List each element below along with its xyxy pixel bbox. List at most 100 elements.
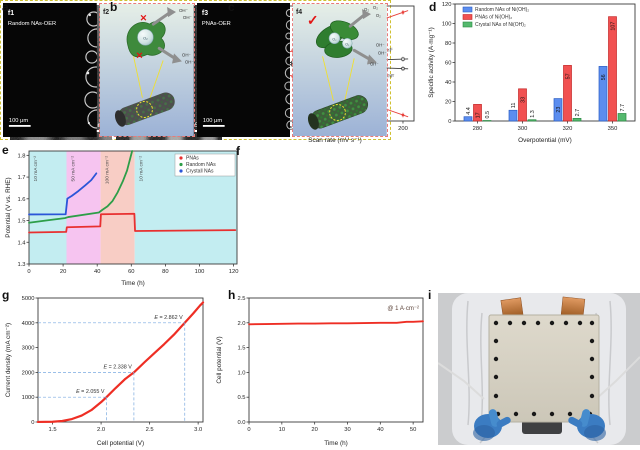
panel-label-c: c (228, 0, 235, 14)
svg-text:30: 30 (344, 427, 350, 433)
svg-text:10: 10 (279, 427, 285, 433)
f3-title: PNAs-OER (201, 21, 230, 27)
svg-text:300: 300 (518, 126, 528, 132)
chart-polarization-curve: 1.5 2.0 2.5 3.0 0 1000 2000 3000 4000 5000 Cell po… (2, 291, 212, 448)
bubble-1 (329, 32, 341, 45)
zoom-line-right (148, 60, 164, 100)
schematic-pnas: ✓ O₂ O₂ O₂ O₂ O₂ OH⁻ OH⁻ OH⁻ (292, 3, 388, 137)
f4-o2-bubble1: O₂ (333, 37, 338, 41)
bubble-2 (342, 38, 353, 49)
f2-oh-top1: OH⁻ (179, 8, 188, 13)
svg-text:0.0: 0.0 (237, 420, 245, 426)
svg-text:0: 0 (31, 420, 34, 426)
svg-text:1.3: 1.3 (17, 262, 25, 268)
svg-text:40: 40 (377, 427, 383, 433)
f4-oh-2: OH⁻ (378, 50, 387, 55)
svg-text:Current density (mA cm⁻²): Current density (mA cm⁻²) (5, 323, 12, 397)
svg-text:Cell potential (V): Cell potential (V) (97, 440, 144, 447)
trapped-bubble (137, 28, 154, 46)
svg-text:Time (h): Time (h) (324, 440, 348, 447)
zoom-line-left (322, 56, 335, 101)
panel-label-i: i (428, 288, 432, 302)
svg-text:33: 33 (521, 97, 527, 103)
oh-arrow (352, 48, 372, 61)
svg-text:200: 200 (398, 126, 408, 132)
glove-left (473, 409, 511, 441)
oh-arrow-mid (157, 46, 177, 60)
chart-specific-activity: 280 300 320 350 0 20 40 60 80 100 120 Overpotential… (425, 0, 640, 145)
svg-text:0: 0 (27, 269, 30, 275)
panel-label-d: d (429, 0, 437, 14)
electrode-rod (308, 95, 369, 130)
svg-text:20: 20 (445, 100, 451, 106)
svg-text:2000: 2000 (22, 370, 35, 376)
svg-text:Crystall NAs: Crystall NAs (186, 169, 214, 175)
svg-text:40: 40 (94, 269, 100, 275)
f4-o2-bubble2: O₂ (346, 42, 351, 46)
f4-o2-1: O₂ (364, 7, 369, 12)
zoom-line-right (344, 58, 355, 103)
svg-text:Random NAs: Random NAs (186, 162, 216, 168)
panel-label-b: b (110, 0, 118, 14)
svg-text:0.5: 0.5 (237, 395, 245, 401)
svg-text:57: 57 (566, 73, 572, 79)
panel-label-f: f (236, 144, 240, 158)
svg-text:PNAs: PNAs (186, 156, 199, 162)
svg-text:40: 40 (445, 80, 451, 86)
f4-oh-3: OH⁻ (370, 61, 379, 66)
f4-o2-3: O₂ (376, 13, 381, 18)
svg-text:1.8: 1.8 (17, 153, 25, 159)
svg-text:23: 23 (556, 107, 562, 113)
contact-image-pnas: f3 PNAs-OER 100 μm (196, 3, 291, 137)
svg-text:2.5: 2.5 (237, 296, 245, 302)
bolts (493, 320, 595, 417)
svg-text:PNAs of Ni(OH)₂: PNAs of Ni(OH)₂ (475, 15, 512, 21)
svg-text:2.5: 2.5 (146, 427, 154, 433)
svg-text:3.0: 3.0 (194, 427, 202, 433)
svg-text:3000: 3000 (22, 346, 35, 352)
svg-text:0.5: 0.5 (485, 111, 491, 119)
svg-text:0: 0 (448, 119, 451, 125)
f2-oh-mid2: OH⁻ (185, 59, 194, 64)
panel-label-e: e (2, 143, 9, 157)
svg-text:1.6: 1.6 (17, 197, 25, 203)
chart-chronopotentiometry: 0 20 40 60 80 100 120 1.3 1.4 1.5 1.6 1.7 1.8 Time (h… (2, 146, 244, 288)
electrolyzer-photo (438, 293, 640, 445)
svg-text:Overpotential (mV): Overpotential (mV) (518, 137, 572, 144)
svg-text:2.0: 2.0 (237, 321, 245, 327)
f4-oh-1: OH⁻ (376, 42, 385, 47)
zoom-line-left (132, 56, 143, 98)
svg-text:20: 20 (311, 427, 317, 433)
oh-arrow-top (151, 11, 171, 26)
svg-text:Time (h): Time (h) (121, 280, 145, 287)
svg-text:350: 350 (608, 126, 618, 132)
svg-text:10 mA cm⁻²: 10 mA cm⁻² (33, 156, 39, 182)
svg-text:Cell potential (V): Cell potential (V) (216, 336, 223, 383)
svg-text:50: 50 (410, 427, 416, 433)
svg-text:5000: 5000 (22, 296, 35, 302)
svg-text:1.5: 1.5 (237, 346, 245, 352)
svg-text:7.7: 7.7 (620, 104, 626, 112)
f3-scalebar (202, 125, 225, 127)
f3-id: f3 (201, 10, 207, 17)
svg-text:120: 120 (229, 269, 239, 275)
svg-text:Scan rate (mV s⁻¹): Scan rate (mV s⁻¹) (308, 137, 361, 144)
chart-stability: 0 10 20 30 40 50 0.0 0.5 1.0 1.5 2.0 2.5 Time (h) Cel… (213, 291, 432, 448)
blocked-x-mid: ✕ (136, 50, 143, 60)
f2-oh-mid1: OH⁻ (182, 52, 191, 57)
svg-text:1000: 1000 (22, 395, 35, 401)
panel-label-h: h (228, 288, 236, 302)
glove-right (568, 409, 606, 441)
f1-scalebar-label: 100 μm (9, 118, 28, 124)
svg-text:1.5: 1.5 (17, 219, 25, 225)
svg-text:1.5: 1.5 (49, 427, 57, 433)
svg-text:280: 280 (473, 126, 483, 132)
svg-text:4000: 4000 (22, 321, 35, 327)
svg-text:20: 20 (60, 269, 66, 275)
electrode-rod (114, 92, 175, 127)
svg-text:1.3: 1.3 (530, 110, 536, 118)
svg-text:100 mA cm⁻²: 100 mA cm⁻² (105, 156, 111, 185)
svg-text:Crystal NAs of Ni(OH)₂: Crystal NAs of Ni(OH)₂ (475, 22, 526, 28)
f4-id: f4 (296, 9, 302, 16)
